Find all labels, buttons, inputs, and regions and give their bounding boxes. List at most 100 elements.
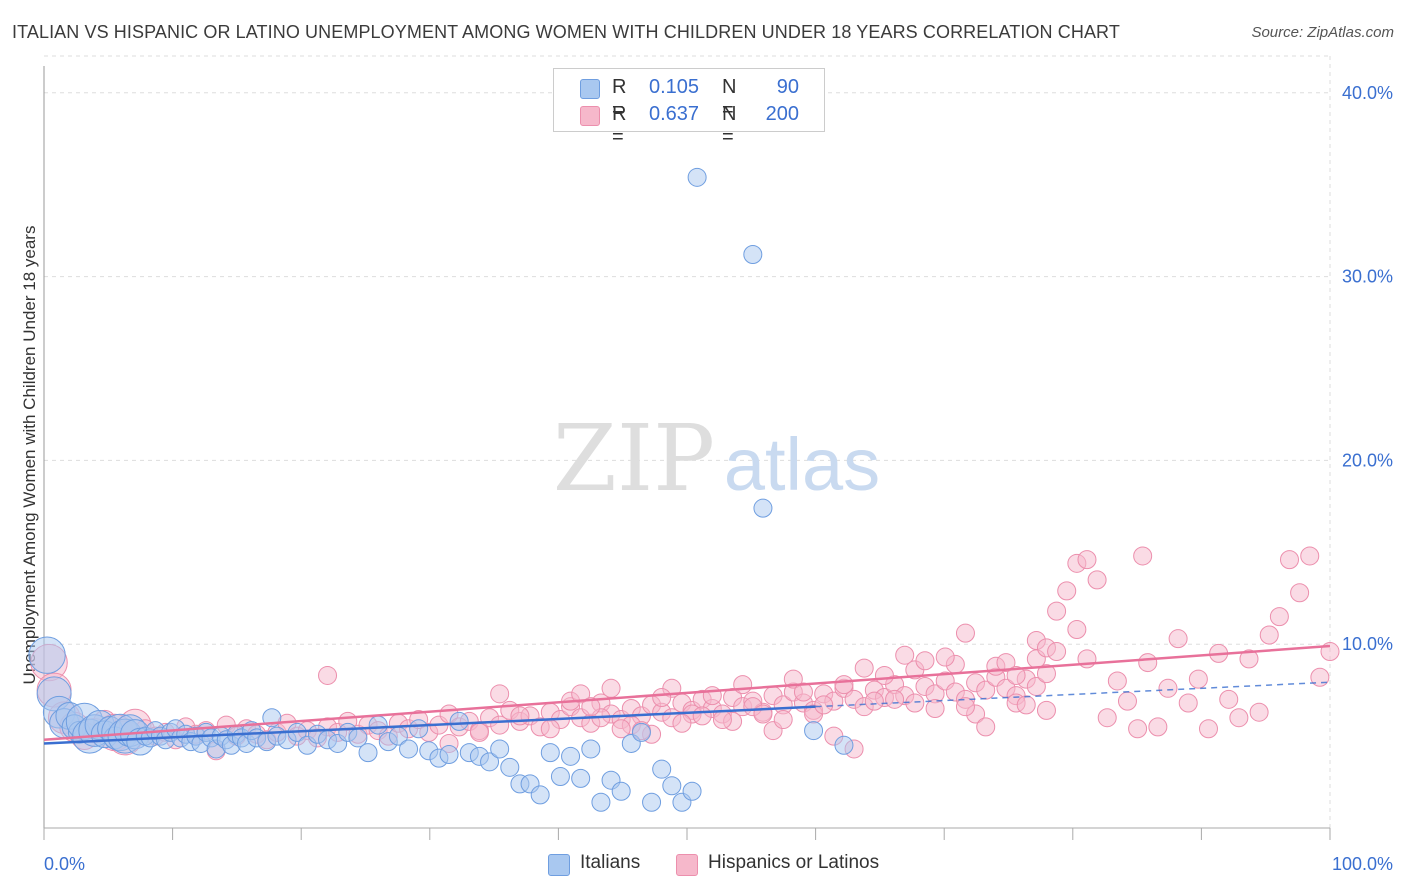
italians-points: [28, 167, 854, 812]
legend-n-value: 90: [776, 76, 799, 98]
legend-swatch-hispanics: [580, 106, 600, 126]
hispanics-point: [1117, 691, 1137, 711]
hispanics-point: [540, 719, 560, 739]
hispanics-point: [1128, 719, 1148, 739]
italians-point: [652, 759, 672, 779]
legend-r-value: 0.105: [649, 76, 700, 98]
italians-point: [530, 785, 550, 805]
hispanics-point: [1249, 702, 1269, 722]
y-tick-label: 30.0%: [1342, 267, 1393, 287]
italians-point: [540, 743, 560, 763]
hispanics-point: [1036, 700, 1056, 720]
watermark-zip: ZIP: [553, 405, 715, 512]
hispanics-point: [733, 675, 753, 695]
bottom-legend-swatch-italians: [548, 854, 570, 876]
italians-point: [358, 743, 378, 763]
hispanics-point: [935, 647, 955, 667]
italians-point: [409, 719, 429, 739]
italians-point: [28, 636, 66, 674]
hispanics-point: [1168, 629, 1188, 649]
hispanics-point: [469, 722, 489, 742]
italians-trend-line: [43, 705, 816, 745]
y-tick-label: 20.0%: [1342, 450, 1393, 470]
italians-point: [561, 746, 581, 766]
hispanics-point: [854, 658, 874, 678]
hispanics-point: [1148, 717, 1168, 737]
chart-title: ITALIAN VS HISPANIC OR LATINO UNEMPLOYME…: [12, 22, 1120, 42]
watermark-atlas: atlas: [724, 423, 880, 506]
legend-swatch-italians: [580, 79, 600, 99]
x-tick-label-max: 100.0%: [1332, 854, 1393, 874]
hispanics-point: [915, 651, 935, 671]
italians-point: [642, 792, 662, 812]
hispanics-point: [773, 710, 793, 730]
italians-point: [571, 768, 591, 788]
legend-r-label: R =: [612, 76, 627, 121]
hispanics-point: [1198, 719, 1218, 739]
hispanics-point: [955, 697, 975, 717]
italians-point: [500, 757, 520, 777]
hispanics-point: [1158, 678, 1178, 698]
hispanics-point: [1269, 607, 1289, 627]
hispanics-point: [1057, 581, 1077, 601]
legend: R = 0.105 N = 90 R = 0.637 N = 200: [553, 68, 825, 148]
hispanics-point: [652, 687, 672, 707]
bottom-legend-label: Hispanics or Latinos: [708, 852, 880, 873]
italians-point: [490, 739, 510, 759]
hispanics-point: [905, 693, 925, 713]
hispanics-point: [1087, 570, 1107, 590]
hispanics-point: [1047, 601, 1067, 621]
bottom-legend-label: Italians: [580, 852, 641, 873]
x-tick-label-min: 0.0%: [44, 854, 85, 874]
italians-point: [399, 739, 419, 759]
hispanics-point: [955, 623, 975, 643]
hispanics-point: [601, 678, 621, 698]
hispanics-trend-line: [43, 644, 1331, 742]
legend-r-value: 0.637: [649, 103, 700, 125]
hispanics-points: [30, 546, 1340, 761]
hispanics-point: [864, 691, 884, 711]
hispanics-point: [1178, 693, 1198, 713]
hispanics-point: [1133, 546, 1153, 566]
hispanics-point: [490, 684, 510, 704]
italians-point: [743, 245, 763, 265]
hispanics-point: [692, 706, 712, 726]
trend-lines: [43, 644, 1331, 745]
hispanics-point: [581, 697, 601, 717]
hispanics-point: [1107, 671, 1127, 691]
hispanics-point: [318, 665, 338, 685]
italians-point: [439, 744, 459, 764]
hispanics-point: [895, 645, 915, 665]
italians-point: [631, 722, 651, 742]
italians-trend-extension: [815, 681, 1331, 708]
hispanics-point: [1229, 708, 1249, 728]
hispanics-point: [1219, 689, 1239, 709]
hispanics-point: [814, 695, 834, 715]
hispanics-point: [712, 710, 732, 730]
hispanics-point: [996, 653, 1016, 673]
hispanics-point: [1290, 583, 1310, 603]
italians-point: [687, 167, 707, 187]
hispanics-point: [672, 713, 692, 733]
hispanics-point: [1279, 550, 1299, 570]
italians-point: [682, 781, 702, 801]
hispanics-point: [1047, 642, 1067, 662]
legend-n-label: N =: [722, 76, 737, 121]
hispanics-point: [1016, 695, 1036, 715]
hispanics-point: [1239, 649, 1259, 669]
hispanics-point: [834, 675, 854, 695]
legend-n-value: 200: [765, 103, 799, 125]
italians-point: [550, 767, 570, 787]
italians-point: [449, 711, 469, 731]
hispanics-point: [1259, 625, 1279, 645]
italians-point: [834, 735, 854, 755]
hispanics-point: [976, 717, 996, 737]
tick-labels: 10.0% 20.0% 30.0% 40.0% 0.0% 100.0%: [44, 83, 1393, 874]
hispanics-point: [571, 684, 591, 704]
italians-point: [368, 715, 388, 735]
italians-point: [581, 739, 601, 759]
hispanics-point: [1138, 653, 1158, 673]
source-label: Source: ZipAtlas.com: [1251, 24, 1394, 41]
hispanics-point: [1188, 669, 1208, 689]
